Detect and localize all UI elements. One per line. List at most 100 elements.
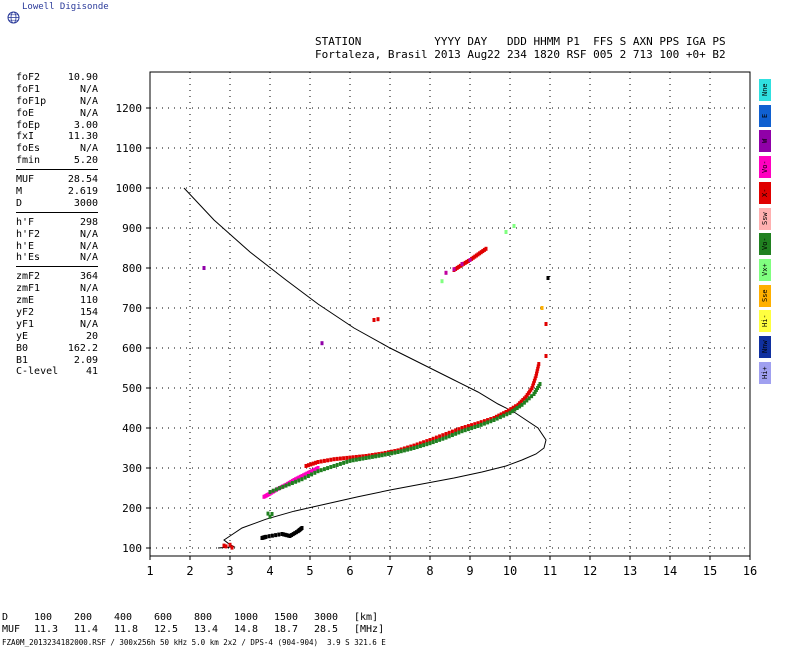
echo-point — [438, 437, 442, 442]
muf-value: 13.4 — [194, 624, 219, 635]
echo-point — [270, 512, 274, 516]
echo-point — [278, 486, 282, 491]
param-row: yF2 154 — [16, 307, 98, 319]
param-value: N/A — [79, 240, 98, 252]
echo-point — [422, 443, 426, 448]
echo-point — [486, 420, 490, 425]
echo-point — [412, 443, 416, 448]
param-row: yF1 N/A — [16, 319, 98, 331]
echo-point — [288, 534, 292, 538]
echo-point — [470, 256, 474, 261]
echo-point — [431, 436, 435, 441]
distance-value: 200 — [74, 612, 93, 623]
echo-point — [277, 532, 281, 537]
param-value: 110 — [79, 295, 98, 307]
param-name: foF1 — [16, 83, 41, 95]
x-tick-label: 13 — [623, 564, 637, 578]
x-tick-label: 12 — [583, 564, 597, 578]
echo-point — [390, 451, 394, 456]
echo-point — [284, 483, 288, 488]
y-tick-label: 400 — [122, 422, 142, 435]
echo-point — [504, 230, 508, 234]
echo-point — [354, 457, 358, 462]
echo-point — [316, 469, 320, 474]
echo-point — [465, 259, 469, 264]
echo-point — [303, 472, 307, 477]
echo-point — [454, 431, 458, 436]
echo-point — [329, 457, 333, 462]
param-name: foF2 — [16, 72, 41, 83]
param-name: M — [16, 186, 23, 198]
legend-item: Hi+ — [759, 361, 771, 384]
echo-point — [458, 263, 462, 268]
param-value: 154 — [79, 307, 98, 319]
echo-point — [345, 459, 349, 464]
param-row: h'F2 N/A — [16, 229, 98, 241]
muf-row: MUF 11.3 11.4 11.8 12.5 13.4 14.8 18.7 2… — [2, 624, 394, 636]
echo-point — [516, 402, 520, 407]
param-name: MUF — [16, 174, 35, 186]
echo-point — [535, 369, 539, 374]
param-row: foF1 N/A — [16, 84, 98, 96]
distance-value: 1500 — [274, 612, 299, 623]
muf-value: 11.4 — [74, 624, 99, 635]
echo-point — [444, 435, 448, 440]
distance-value: 600 — [154, 612, 173, 623]
echo-point — [230, 545, 234, 550]
echo-point — [498, 415, 502, 420]
echo-point — [425, 442, 429, 447]
param-name: foF1p — [16, 95, 47, 107]
echo-point — [474, 253, 478, 258]
echo-point — [478, 251, 482, 256]
param-row: h'F 298 — [16, 217, 98, 229]
legend-item: Ssw — [759, 207, 771, 230]
file-info-footer: FZA0M_2013234182000.RSF / 300x256h 50 kH… — [2, 638, 386, 647]
echo-point — [264, 534, 268, 539]
echo-point — [514, 404, 518, 409]
echo-point — [393, 450, 397, 455]
x-tick-label: 1 — [146, 564, 153, 578]
echo-point — [345, 455, 349, 460]
param-row: foF2 10.90 — [16, 72, 98, 84]
echo-point — [313, 467, 317, 472]
echo-point — [351, 458, 355, 463]
param-value: 2.09 — [73, 354, 98, 366]
echo-point — [468, 258, 472, 262]
param-separator — [16, 266, 98, 268]
echo-point — [303, 475, 307, 480]
echo-point — [396, 450, 400, 454]
echo-point — [460, 426, 464, 430]
echo-point — [374, 454, 378, 459]
legend-item: Nne — [759, 79, 771, 101]
echo-point — [286, 533, 290, 538]
echo-point — [320, 341, 324, 346]
echo-point — [348, 458, 352, 463]
distance-row: D 100 200 400 600 800 1000 1500 3000 [km… — [2, 612, 394, 624]
y-tick-label: 900 — [122, 222, 142, 235]
echo-point — [455, 265, 459, 270]
echo-point — [295, 476, 299, 481]
echo-point — [518, 401, 522, 406]
param-row: foF1p N/A — [16, 96, 98, 108]
echo-point — [297, 475, 301, 480]
param-value: N/A — [79, 83, 98, 95]
echo-point — [506, 408, 510, 413]
echo-point — [513, 407, 517, 412]
x-tick-label: 15 — [703, 564, 717, 578]
echo-point — [466, 427, 470, 432]
echo-point — [294, 479, 298, 484]
echo-point — [224, 544, 228, 549]
echo-point — [274, 487, 278, 492]
echo-point — [466, 258, 470, 263]
echo-point — [460, 262, 464, 266]
distance-value: 3000 — [314, 612, 339, 623]
header-line-2: Fortaleza, Brasil 2013 Aug22 234 1820 RS… — [315, 48, 726, 61]
param-row: yE 20 — [16, 331, 98, 343]
echo-point — [470, 426, 474, 431]
echo-point — [406, 445, 410, 450]
echo-point — [361, 456, 365, 461]
param-value: N/A — [79, 283, 98, 295]
echo-point — [222, 543, 226, 548]
param-row: fxI 11.30 — [16, 131, 98, 143]
